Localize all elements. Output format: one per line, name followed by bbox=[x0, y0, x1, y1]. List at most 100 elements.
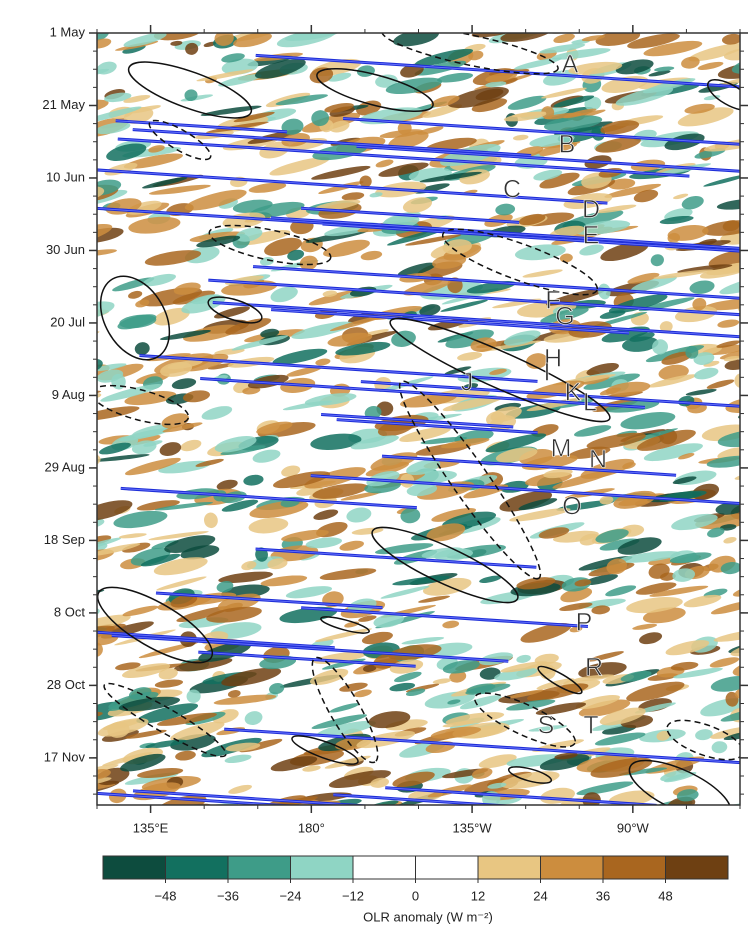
anomaly-blob bbox=[543, 468, 573, 479]
anomaly-blob bbox=[361, 631, 393, 645]
anomaly-blob bbox=[316, 720, 376, 737]
anomaly-blob bbox=[442, 239, 472, 255]
anomaly-blob bbox=[697, 15, 721, 33]
anomaly-blob bbox=[164, 535, 216, 553]
y-tick-label: 20 Jul bbox=[50, 314, 85, 329]
y-tick-label: 10 Jun bbox=[46, 169, 85, 184]
anomaly-blob bbox=[494, 667, 538, 681]
anomaly-blob bbox=[516, 577, 556, 590]
contour bbox=[311, 656, 379, 764]
wave-track-inner bbox=[356, 145, 740, 172]
anomaly-blob bbox=[172, 290, 216, 305]
anomaly-blob bbox=[120, 753, 166, 772]
anomaly-blob bbox=[587, 651, 624, 662]
anomaly-blob bbox=[420, 436, 468, 445]
anomaly-blob bbox=[554, 752, 578, 760]
anomaly-blob bbox=[118, 696, 180, 712]
anomaly-blob bbox=[213, 694, 277, 705]
anomaly-blob bbox=[158, 668, 178, 680]
wave-track-inner bbox=[115, 120, 288, 133]
y-tick-label: 1 May bbox=[50, 24, 86, 39]
colorbar-tick-label: 36 bbox=[596, 888, 610, 903]
anomaly-blob bbox=[620, 412, 676, 430]
anomaly-blob bbox=[104, 162, 138, 176]
anomaly-blob bbox=[445, 329, 494, 349]
anomaly-blob bbox=[110, 15, 147, 35]
anomaly-blob bbox=[654, 66, 675, 72]
anomaly-blob bbox=[447, 699, 461, 705]
anomaly-blob bbox=[520, 622, 572, 643]
anomaly-blob bbox=[440, 437, 490, 449]
wave-track-inner bbox=[301, 607, 588, 627]
anomaly-blob bbox=[688, 43, 740, 62]
anomaly-blob bbox=[600, 120, 640, 135]
anomaly-blob bbox=[213, 306, 250, 319]
anomaly-blob bbox=[676, 789, 699, 802]
anomaly-blob bbox=[695, 729, 713, 741]
anomaly-blob bbox=[134, 342, 150, 356]
anomaly-blob bbox=[743, 314, 755, 329]
anomaly-blob bbox=[227, 690, 241, 698]
anomaly-blob bbox=[312, 483, 369, 499]
anomaly-blob bbox=[606, 558, 627, 575]
anomaly-blob bbox=[137, 768, 184, 778]
event-label: T bbox=[583, 712, 598, 740]
anomaly-blob bbox=[260, 575, 308, 587]
y-tick-label: 30 Jun bbox=[46, 242, 85, 257]
anomaly-blob bbox=[681, 195, 704, 210]
wave-track-inner bbox=[132, 129, 532, 156]
anomaly-blob bbox=[97, 38, 112, 49]
anomaly-blob bbox=[594, 732, 646, 746]
anomaly-blob bbox=[549, 225, 585, 239]
wave-track-inner bbox=[385, 787, 657, 805]
anomaly-blob bbox=[249, 201, 305, 218]
wave-track-inner bbox=[255, 55, 740, 88]
anomaly-blob bbox=[556, 500, 614, 511]
anomaly-blob bbox=[598, 283, 611, 300]
anomaly-blob bbox=[97, 718, 149, 737]
colorbar-box bbox=[290, 855, 354, 880]
anomaly-blob bbox=[539, 43, 586, 54]
anomaly-blob bbox=[539, 172, 580, 189]
anomaly-blob bbox=[97, 642, 103, 658]
anomaly-blob bbox=[285, 586, 333, 599]
anomaly-blob bbox=[635, 582, 677, 595]
anomaly-blob bbox=[531, 142, 578, 158]
anomaly-blob bbox=[138, 641, 199, 659]
contour bbox=[707, 79, 740, 111]
y-tick-label: 9 Aug bbox=[52, 387, 85, 402]
anomaly-blob bbox=[261, 796, 318, 805]
anomaly-blob bbox=[569, 626, 583, 633]
anomaly-blob bbox=[595, 136, 641, 153]
contour bbox=[99, 275, 171, 361]
event-label: G bbox=[555, 303, 574, 331]
anomaly-blob bbox=[400, 507, 421, 524]
contour bbox=[320, 616, 370, 634]
anomaly-blob bbox=[471, 33, 523, 38]
anomaly-blob bbox=[689, 280, 715, 294]
colorbar-tick-label: −12 bbox=[342, 888, 364, 903]
anomaly-blob bbox=[516, 654, 531, 663]
anomaly-blob bbox=[256, 421, 293, 435]
anomaly-blob bbox=[687, 402, 707, 414]
anomaly-blob bbox=[540, 307, 589, 324]
anomaly-blob bbox=[97, 769, 111, 780]
anomaly-blob bbox=[508, 689, 544, 699]
x-tick-label: 180° bbox=[298, 820, 325, 835]
anomaly-blob bbox=[665, 640, 710, 656]
anomaly-blob bbox=[401, 636, 445, 645]
anomaly-blob bbox=[527, 683, 589, 701]
anomaly-blob bbox=[723, 728, 740, 741]
anomaly-blob bbox=[706, 455, 740, 468]
anomaly-blob bbox=[97, 500, 133, 521]
anomaly-blob bbox=[97, 454, 150, 462]
anomaly-blob bbox=[272, 348, 328, 365]
anomaly-blob bbox=[506, 699, 556, 711]
anomaly-blob bbox=[475, 88, 504, 101]
anomaly-blob bbox=[402, 197, 433, 213]
anomaly-blob bbox=[463, 725, 504, 739]
anomaly-blob bbox=[225, 742, 261, 752]
colorbar-box bbox=[102, 855, 166, 880]
anomaly-blob bbox=[351, 527, 384, 535]
anomaly-blob bbox=[323, 239, 370, 258]
